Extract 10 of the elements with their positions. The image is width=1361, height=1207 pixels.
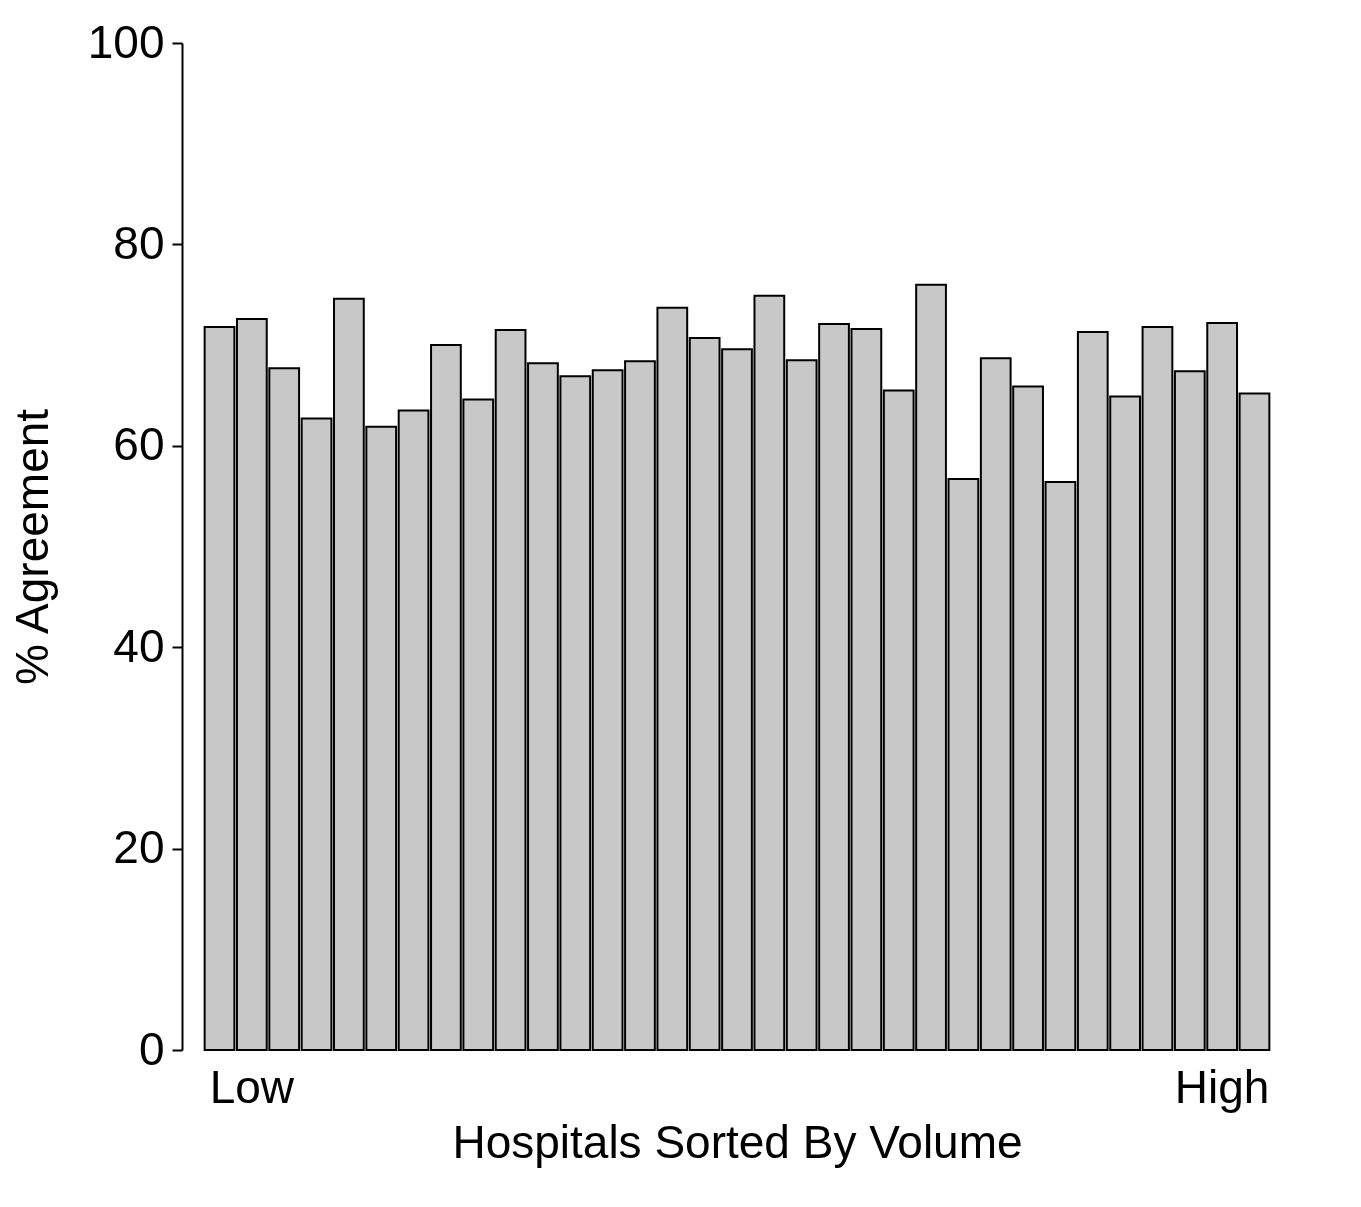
- y-axis-title: % Agreement: [5, 408, 58, 686]
- x-tick-label: High: [1174, 1060, 1270, 1113]
- x-axis-title: Hospitals Sorted By Volume: [452, 1115, 1023, 1168]
- y-tick-label: 80: [113, 216, 165, 269]
- y-tick-label: 60: [113, 418, 165, 471]
- y-tick-label: 100: [87, 15, 165, 68]
- y-tick-label: 20: [113, 821, 165, 874]
- y-tick-label: 40: [113, 619, 165, 672]
- x-tick-label: Low: [209, 1060, 295, 1113]
- y-tick-label: 0: [138, 1022, 165, 1075]
